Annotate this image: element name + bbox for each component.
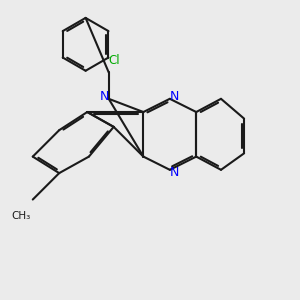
- Text: CH₃: CH₃: [12, 211, 31, 221]
- Text: N: N: [100, 90, 109, 103]
- Text: N: N: [169, 90, 179, 103]
- Text: N: N: [169, 166, 179, 179]
- Text: Cl: Cl: [108, 54, 120, 67]
